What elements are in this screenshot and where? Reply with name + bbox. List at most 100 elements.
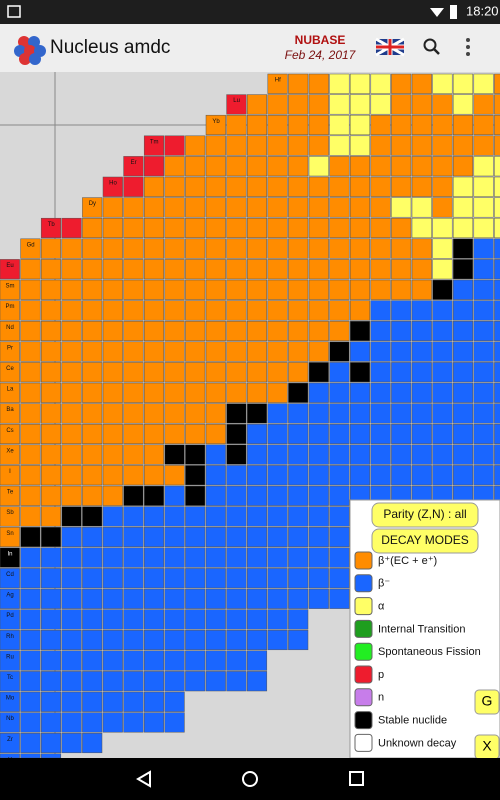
nuclide-cell[interactable]	[226, 279, 247, 300]
nuclide-cell[interactable]	[82, 279, 103, 300]
nuclide-cell[interactable]	[123, 506, 144, 527]
nuclide-cell[interactable]	[185, 650, 206, 671]
nuclide-cell[interactable]	[40, 671, 62, 692]
nuclide-cell[interactable]	[20, 403, 41, 424]
nuclide-cell[interactable]	[0, 506, 20, 527]
nuclide-cell[interactable]	[164, 279, 185, 300]
nuclide-cell[interactable]	[246, 465, 268, 486]
nuclide-cell[interactable]	[226, 382, 247, 403]
nuclide-cell[interactable]	[61, 403, 82, 424]
nuclide-cell[interactable]	[82, 382, 103, 403]
nuclide-cell[interactable]	[123, 156, 144, 177]
nuclide-cell[interactable]	[452, 259, 474, 280]
nuclide-cell[interactable]	[61, 444, 82, 465]
nuclide-cell[interactable]	[494, 362, 500, 383]
nuclide-cell[interactable]	[40, 444, 62, 465]
nuclide-cell[interactable]	[20, 629, 41, 651]
nuclide-cell[interactable]	[40, 279, 62, 300]
nuclide-cell[interactable]	[411, 341, 432, 362]
nuclide-cell[interactable]	[267, 568, 288, 589]
nuclide-cell[interactable]	[102, 629, 123, 651]
nuclide-cell[interactable]	[267, 156, 288, 177]
nuclide-cell[interactable]	[494, 217, 500, 239]
nuclide-cell[interactable]	[391, 403, 412, 424]
nuclide-cell[interactable]	[267, 444, 288, 465]
nuclide-cell[interactable]	[246, 320, 268, 342]
nuclide-cell[interactable]	[411, 135, 432, 156]
nuclide-cell[interactable]	[349, 279, 371, 300]
nuclide-cell[interactable]	[494, 259, 500, 280]
nuclide-cell[interactable]	[349, 423, 371, 445]
nuclide-cell[interactable]	[288, 568, 309, 589]
nuclide-cell[interactable]	[20, 341, 41, 362]
nuclide-cell[interactable]	[473, 217, 494, 239]
nuclide-cell[interactable]	[288, 485, 309, 506]
nuclide-cell[interactable]	[143, 650, 165, 671]
nuclide-cell[interactable]	[391, 320, 412, 342]
nuclide-cell[interactable]	[102, 238, 123, 259]
nuclide-cell[interactable]	[391, 279, 412, 300]
nuclide-cell[interactable]	[61, 671, 82, 692]
nuclide-cell[interactable]	[164, 506, 185, 527]
nuclide-cell[interactable]	[349, 135, 371, 156]
nuclide-cell[interactable]	[61, 629, 82, 651]
nuclide-cell[interactable]	[288, 114, 309, 136]
nuclide-cell[interactable]	[123, 547, 144, 568]
nuclide-cell[interactable]	[370, 341, 391, 362]
nuclide-cell[interactable]	[432, 403, 453, 424]
nuclide-cell[interactable]	[391, 156, 412, 177]
nuclide-cell[interactable]	[246, 588, 268, 609]
nuclide-cell[interactable]	[164, 609, 185, 630]
nuclide-cell[interactable]	[226, 465, 247, 486]
nuclide-cell[interactable]	[246, 217, 268, 239]
nuclide-cell[interactable]	[205, 341, 226, 362]
nuclide-cell[interactable]	[494, 320, 500, 342]
nuclide-cell[interactable]	[143, 362, 165, 383]
nuclide-cell[interactable]	[205, 403, 226, 424]
nuclide-cell[interactable]	[411, 114, 432, 136]
nuclide-cell[interactable]	[370, 73, 391, 94]
nuclide-cell[interactable]	[226, 176, 247, 197]
nuclide-cell[interactable]	[267, 259, 288, 280]
nuclide-cell[interactable]	[452, 114, 474, 136]
nuclide-cell[interactable]	[61, 485, 82, 506]
nuclide-cell[interactable]	[432, 259, 453, 280]
nuclide-cell[interactable]	[205, 588, 226, 609]
nuclide-cell[interactable]	[329, 341, 350, 362]
nuclide-cell[interactable]	[143, 238, 165, 259]
nuclide-cell[interactable]	[246, 650, 268, 671]
nuclide-cell[interactable]	[246, 176, 268, 197]
nuclide-cell[interactable]	[452, 403, 474, 424]
nuclide-cell[interactable]	[267, 465, 288, 486]
nuclide-cell[interactable]	[164, 423, 185, 445]
nuclide-cell[interactable]	[473, 320, 494, 342]
nuclide-cell[interactable]	[432, 300, 453, 321]
nuclide-cell[interactable]	[432, 114, 453, 136]
nuclide-cell[interactable]	[226, 217, 247, 239]
nuclide-cell[interactable]	[205, 547, 226, 568]
nuclide-cell[interactable]	[349, 197, 371, 218]
nuclide-cell[interactable]	[329, 135, 350, 156]
nuclide-cell[interactable]	[370, 217, 391, 239]
nuclide-cell[interactable]	[267, 320, 288, 342]
nuclide-cell[interactable]	[349, 403, 371, 424]
nuclide-cell[interactable]	[102, 465, 123, 486]
nuclide-cell[interactable]	[123, 341, 144, 362]
nuclide-cell[interactable]	[267, 609, 288, 630]
nuclide-cell[interactable]	[61, 341, 82, 362]
nuclide-cell[interactable]	[143, 526, 165, 548]
nuclide-cell[interactable]	[0, 341, 20, 362]
nuclide-cell[interactable]	[246, 547, 268, 568]
nuclide-cell[interactable]	[82, 671, 103, 692]
nuclide-cell[interactable]	[329, 176, 350, 197]
nuclide-cell[interactable]	[246, 135, 268, 156]
nuclide-cell[interactable]	[267, 588, 288, 609]
nuclide-cell[interactable]	[411, 94, 432, 115]
nuclide-cell[interactable]	[494, 73, 500, 94]
nuclide-cell[interactable]	[20, 506, 41, 527]
nuclide-cell[interactable]	[102, 650, 123, 671]
nuclide-cell[interactable]	[288, 156, 309, 177]
nuclide-cell[interactable]	[143, 712, 165, 733]
nuclide-cell[interactable]	[391, 465, 412, 486]
nuclide-cell[interactable]	[308, 238, 329, 259]
